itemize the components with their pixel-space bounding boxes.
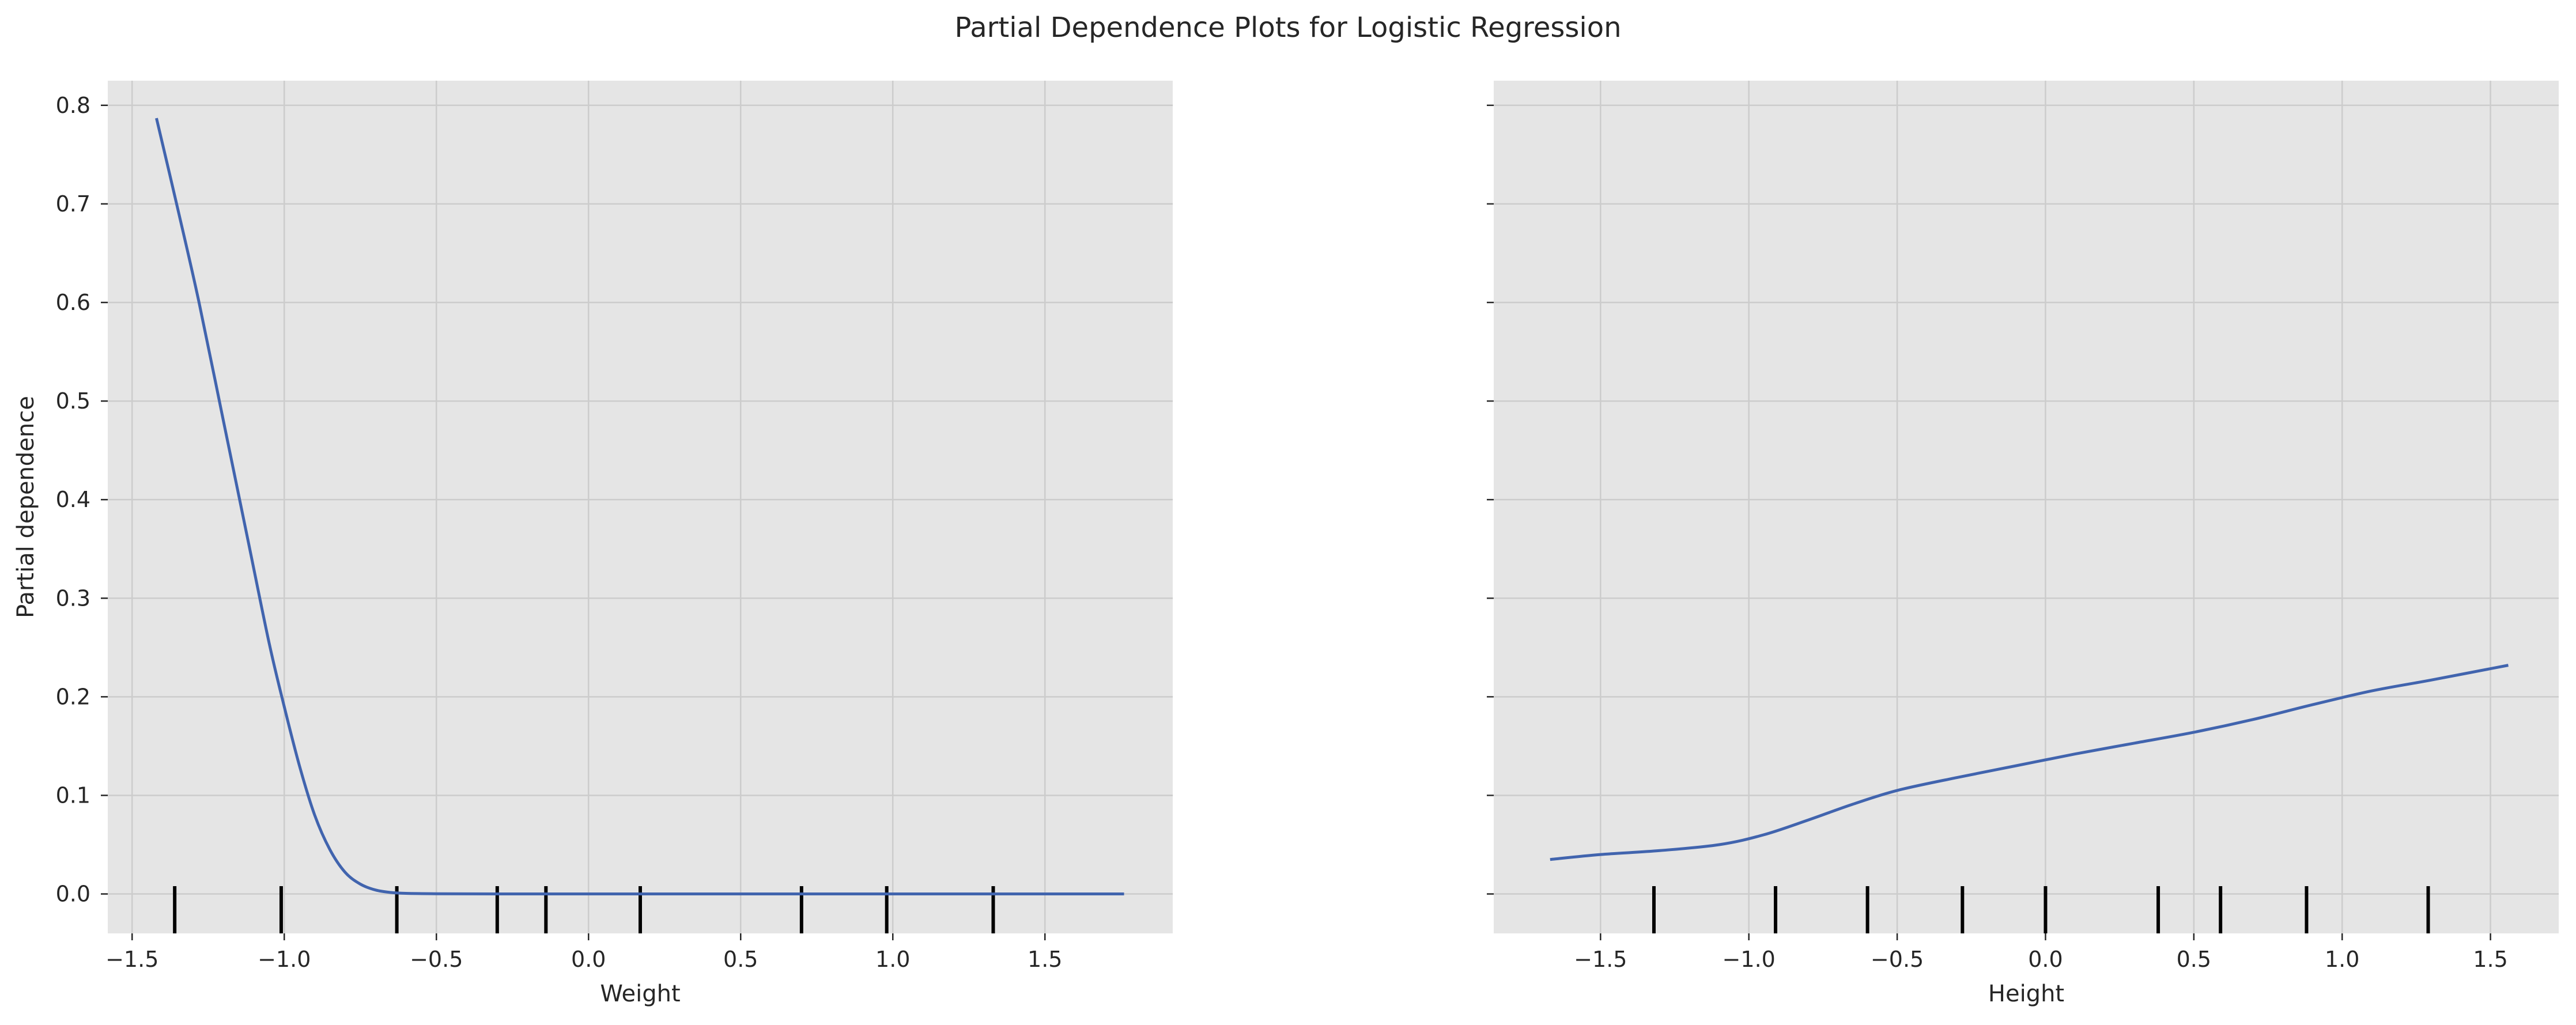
x-tick-label: 1.5 [2473, 947, 2507, 972]
y-tick-label: 0.3 [56, 585, 90, 611]
x-tick-label: 0.0 [2028, 947, 2063, 972]
y-tick-label: 0.1 [56, 782, 90, 808]
y-tick-label: 0.8 [56, 93, 90, 118]
x-tick-label: −0.5 [1871, 947, 1924, 972]
partial-dependence-line [155, 118, 1124, 896]
y-tick-label: 0.5 [56, 388, 90, 414]
y-tick-label: 0.4 [56, 487, 90, 512]
x-tick-label: −0.5 [410, 947, 463, 972]
y-tick-label: 0.0 [56, 882, 90, 907]
x-axis-label: Height [1988, 981, 2064, 1007]
figure-title: Partial Dependence Plots for Logistic Re… [954, 12, 1621, 44]
x-tick-label: −1.0 [258, 947, 311, 972]
x-tick-label: 0.0 [571, 947, 606, 972]
x-tick-label: −1.0 [1723, 947, 1776, 972]
pdp-panel-weight: −1.5 −1.0 −0.5 0.0 0.5 1.0 1.5 0.0 0.1 0.2 0.3 0.4 0… [13, 81, 1173, 1007]
x-tick-label: 1.0 [875, 947, 910, 972]
x-tick-label: 0.5 [2177, 947, 2211, 972]
x-tick-label: 1.0 [2325, 947, 2359, 972]
y-tick-label: 0.6 [56, 290, 90, 315]
x-tick-label: 0.5 [723, 947, 758, 972]
y-tick-label: 0.2 [56, 684, 90, 709]
y-tick-label: 0.7 [56, 191, 90, 217]
x-tick-label: −1.5 [1574, 947, 1627, 972]
pdp-panel-height: −1.5 −1.0 −0.5 0.0 0.5 1.0 1.5 Height [1487, 81, 2559, 1007]
x-axis-label: Weight [600, 981, 680, 1007]
x-tick-label: 1.5 [1028, 947, 1062, 972]
plot-area [108, 81, 1173, 933]
partial-dependence-line [1550, 664, 2509, 861]
plot-area [1494, 81, 2559, 933]
y-axis-label: Partial dependence [13, 396, 39, 618]
x-tick-label: −1.5 [105, 947, 158, 972]
